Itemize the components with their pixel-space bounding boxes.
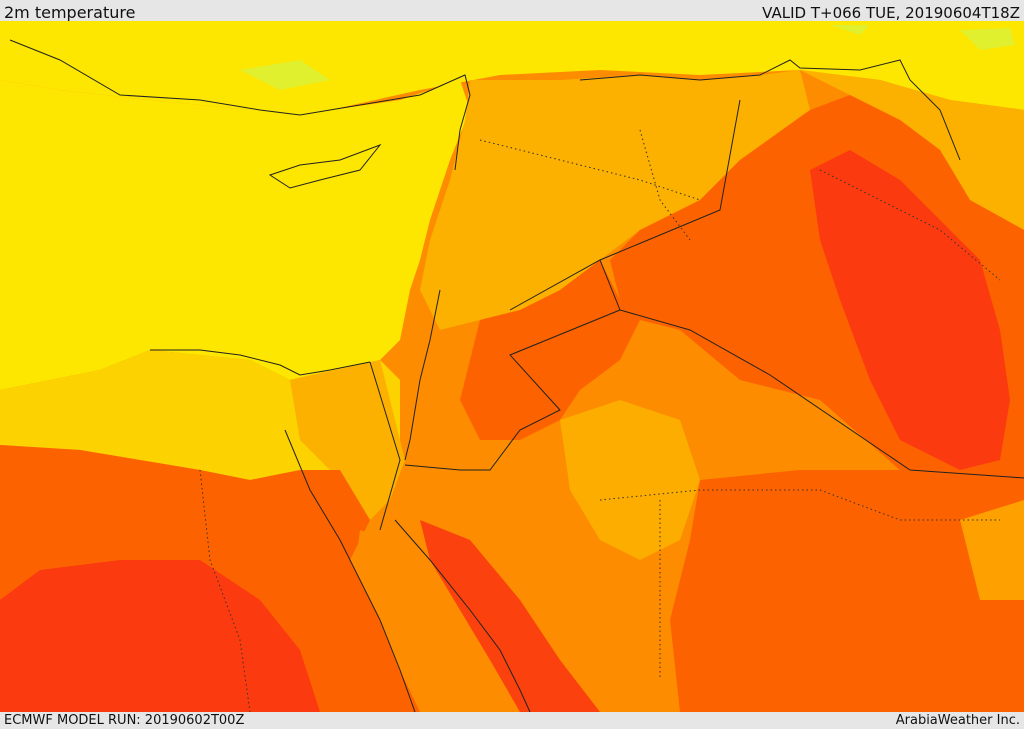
border-egypt-israel (369, 361, 401, 531)
anatolia-amber (800, 70, 1024, 230)
coast-egypt (150, 349, 371, 376)
iraq-hot-core (810, 150, 1010, 470)
jordan-dark-orange (460, 260, 640, 440)
border-syria-iraq-south (509, 99, 741, 311)
mediterranean-sea (0, 80, 470, 390)
map-title: 2m temperature (4, 3, 136, 22)
temperature-map-svg (0, 21, 1024, 712)
sudan-core (0, 560, 320, 712)
border-jordan-iraq (599, 259, 1024, 479)
coast-cyprus (268, 143, 382, 189)
admin-line-1 (479, 139, 701, 201)
saudi-amber-patch (560, 400, 700, 560)
coast-red-sea-west (284, 429, 416, 712)
east-amber-patch (960, 500, 1024, 600)
credit-label: ArabiaWeather Inc. (895, 713, 1020, 728)
turkey-band (0, 21, 1024, 110)
border-jordan-saudi (404, 309, 621, 471)
hejaz-hot (420, 520, 600, 712)
border-levant (404, 289, 441, 461)
footer-bar: ECMWF MODEL RUN: 20190602T00Z ArabiaWeat… (0, 712, 1024, 729)
sinai-amber (290, 360, 405, 520)
coast-turkey (9, 39, 471, 171)
header-bar: 2m temperature VALID T+066 TUE, 20190604… (0, 0, 1024, 22)
border-iraq-syria (579, 59, 961, 161)
levant-amber (420, 70, 810, 330)
eastern-saudi (670, 470, 1024, 712)
coast-red-sea-east (394, 519, 531, 712)
model-run-label: ECMWF MODEL RUN: 20190602T00Z (4, 713, 245, 728)
temperature-map (0, 21, 1024, 712)
red-sea (355, 530, 510, 712)
admin-line-3 (199, 469, 251, 712)
valid-time-label: VALID T+066 TUE, 20190604T18Z (762, 4, 1020, 22)
admin-line-2 (639, 129, 691, 241)
